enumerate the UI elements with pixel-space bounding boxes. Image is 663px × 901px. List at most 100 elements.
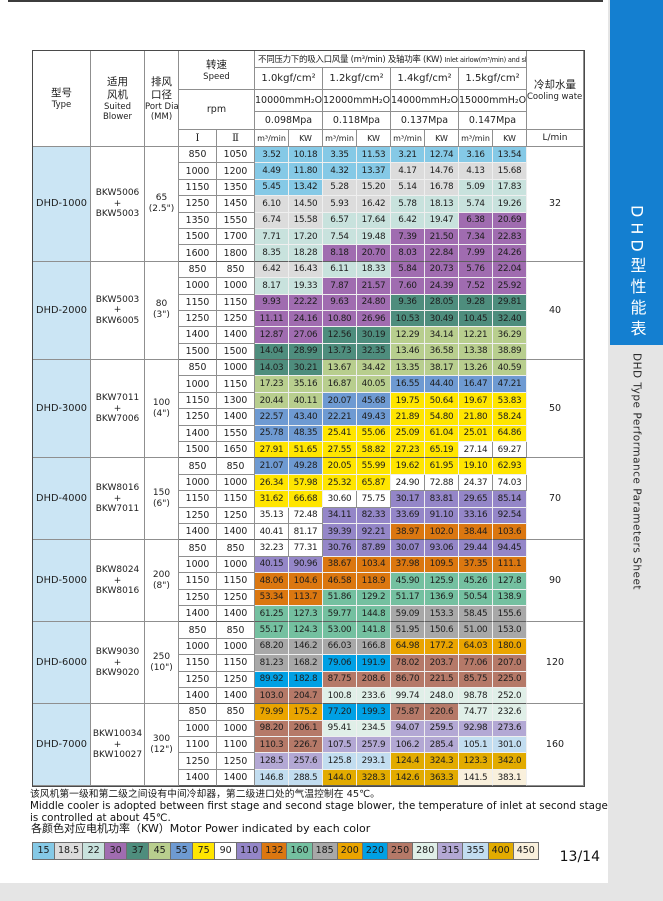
flow-cell: 51.95 xyxy=(391,622,425,639)
flow-cell: 3.35 xyxy=(323,147,357,164)
speed-i-cell: 1400 xyxy=(179,605,217,623)
flow-cell: 37.35 xyxy=(459,556,493,574)
flow-cell: 20.07 xyxy=(323,392,357,410)
flow-cell: 25.01 xyxy=(459,425,493,443)
kw-cell: 54.80 xyxy=(425,409,459,426)
kw-cell: 29.81 xyxy=(493,294,527,311)
table-row: 1250 1250 35.13 72.48 34.11 82.33 33.69 91.10 33… xyxy=(33,507,584,524)
flow-cell: 31.62 xyxy=(255,491,289,508)
kw-cell: 113.7 xyxy=(289,589,323,606)
kw-cell: 21.50 xyxy=(425,228,459,246)
kw-cell: 20.70 xyxy=(357,245,391,262)
flow-cell: 12.56 xyxy=(323,327,357,344)
speed-ii-cell: 1400 xyxy=(217,327,255,344)
page: 型号 Type 适用 风机 Suited Blower 排风 口径 Port D… xyxy=(0,0,608,883)
kw-cell: 55.99 xyxy=(357,458,391,475)
kw-cell: 69.27 xyxy=(493,442,527,459)
header-flow-unit: m³/min xyxy=(255,130,289,147)
flow-cell: 5.74 xyxy=(459,196,493,213)
cooling-water-cell: 32 xyxy=(527,147,584,262)
speed-i-cell: 1150 xyxy=(179,491,217,508)
flow-cell: 12.29 xyxy=(391,327,425,344)
kw-cell: 72.88 xyxy=(425,474,459,492)
kw-cell: 124.3 xyxy=(289,622,323,639)
model-cell: DHD-4000 xyxy=(33,458,91,541)
kw-cell: 62.93 xyxy=(493,458,527,475)
flow-cell: 33.69 xyxy=(391,507,425,524)
table-row: DHD-6000 BKW9030 + BKW9020 250 (10") 850 850 55.… xyxy=(33,622,584,705)
legend-swatch: 15 xyxy=(32,842,55,860)
kw-cell: 17.64 xyxy=(357,212,391,229)
flow-cell: 13.35 xyxy=(391,360,425,377)
speed-ii-cell: 1250 xyxy=(217,589,255,606)
flow-cell: 9.93 xyxy=(255,294,289,311)
kw-cell: 273.6 xyxy=(493,720,527,738)
kw-cell: 40.11 xyxy=(289,392,323,410)
legend-swatch: 220 xyxy=(361,842,388,860)
blower-cell: BKW8016 + BKW7011 xyxy=(91,458,145,541)
flow-cell: 6.57 xyxy=(323,212,357,229)
model-cell: DHD-2000 xyxy=(33,261,91,361)
header-flow-unit: m³/min xyxy=(459,130,493,147)
flow-cell: 21.89 xyxy=(391,409,425,426)
flow-cell: 53.34 xyxy=(255,589,289,606)
cooling-water-cell: 40 xyxy=(527,261,584,361)
flow-cell: 27.55 xyxy=(323,442,357,459)
speed-ii-cell: 1000 xyxy=(217,474,255,492)
kw-cell: 14.76 xyxy=(425,163,459,180)
kw-cell: 61.95 xyxy=(425,458,459,475)
model-cell: DHD-5000 xyxy=(33,540,91,623)
table-row: 1000 1150 17.23 35.16 16.87 40.05 16.55 44.40 16… xyxy=(33,376,584,393)
flow-cell: 7.39 xyxy=(391,228,425,246)
kw-cell: 44.40 xyxy=(425,376,459,393)
flow-cell: 78.02 xyxy=(391,655,425,672)
header-mmh2o-2: 12000mmH₂O xyxy=(323,90,391,112)
flow-cell: 3.21 xyxy=(391,147,425,164)
kw-cell: 32.35 xyxy=(357,343,391,361)
kw-cell: 155.6 xyxy=(493,605,527,623)
flow-cell: 53.00 xyxy=(323,622,357,639)
table-row: 1600 1800 8.35 18.28 8.18 20.70 8.03 22.84 7.99 2… xyxy=(33,245,584,262)
header-pressure-1: 1.0kgf/cm² xyxy=(255,68,323,90)
kw-cell: 34.14 xyxy=(425,327,459,344)
speed-i-cell: 1250 xyxy=(179,196,217,213)
kw-cell: 15.68 xyxy=(493,163,527,180)
kw-cell: 204.7 xyxy=(289,687,323,705)
flow-cell: 13.26 xyxy=(459,360,493,377)
flow-cell: 6.74 xyxy=(255,212,289,229)
kw-cell: 141.8 xyxy=(357,622,391,639)
kw-cell: 221.5 xyxy=(425,671,459,688)
speed-ii-cell: 1400 xyxy=(217,687,255,705)
table-row: 1000 1000 40.15 90.96 38.67 103.4 37.98 109.5 37… xyxy=(33,556,584,574)
kw-cell: 19.26 xyxy=(493,196,527,213)
kw-cell: 30.21 xyxy=(289,360,323,377)
kw-cell: 11.80 xyxy=(289,163,323,180)
flow-cell: 29.44 xyxy=(459,540,493,557)
cooling-water-cell: 160 xyxy=(527,704,584,787)
kw-cell: 136.9 xyxy=(425,589,459,606)
table-row: 1250 1250 11.11 24.16 10.80 26.96 10.53 30.49 10… xyxy=(33,310,584,328)
kw-cell: 92.54 xyxy=(493,507,527,524)
kw-cell: 36.29 xyxy=(493,327,527,344)
kw-cell: 206.1 xyxy=(289,720,323,738)
header-mpa-2: 0.118Mpa xyxy=(323,112,391,130)
cooling-water-cell: 120 xyxy=(527,622,584,705)
speed-i-cell: 1500 xyxy=(179,343,217,361)
kw-cell: 199.3 xyxy=(357,704,391,721)
legend-swatch: 200 xyxy=(336,842,363,860)
speed-ii-cell: 850 xyxy=(217,261,255,279)
header-top-title: 不同压力下的吸入口风量 (m³/min) 及轴功率 (KW) Inlet air… xyxy=(255,51,527,68)
flow-cell: 98.78 xyxy=(459,687,493,705)
kw-cell: 75.75 xyxy=(357,491,391,508)
speed-ii-cell: 1150 xyxy=(217,491,255,508)
speed-i-cell: 1250 xyxy=(179,753,217,770)
kw-cell: 207.0 xyxy=(493,655,527,672)
kw-cell: 293.1 xyxy=(357,753,391,770)
kw-cell: 259.5 xyxy=(425,720,459,738)
kw-cell: 15.20 xyxy=(357,179,391,197)
table-row: 1150 1150 81.23 168.2 79.06 191.9 78.02 203.7 77… xyxy=(33,655,584,672)
speed-i-cell: 1400 xyxy=(179,769,217,787)
speed-ii-cell: 1350 xyxy=(217,179,255,197)
side-tab-label-cn: DHD型性能表 xyxy=(627,205,647,341)
flow-cell: 3.52 xyxy=(255,147,289,164)
